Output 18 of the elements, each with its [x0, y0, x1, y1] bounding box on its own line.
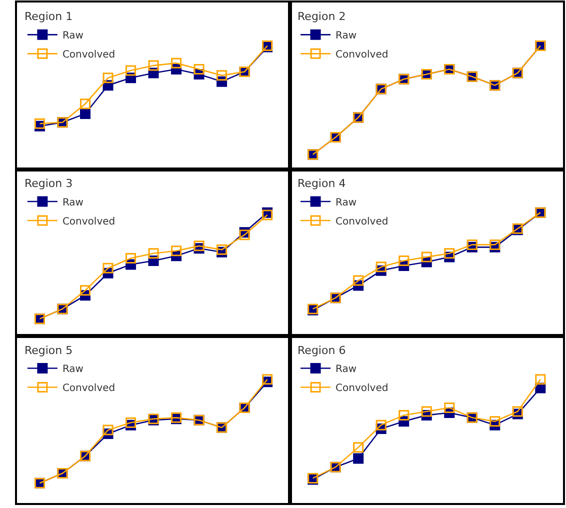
legend-label: Raw: [62, 197, 84, 208]
legend-label: Convolved: [62, 216, 116, 228]
legend-title: Region 3: [24, 176, 73, 190]
legend-label: Convolved: [62, 50, 116, 61]
legend-label: Convolved: [336, 383, 388, 394]
legend-label: Raw: [336, 30, 357, 42]
legend-title: Region 6: [298, 344, 346, 357]
legend-label: Raw: [62, 364, 84, 376]
legend-title: Region 2: [298, 10, 346, 24]
legend-label: Raw: [336, 364, 357, 376]
legend-title: Region 1: [24, 10, 73, 24]
legend-title: Region 4: [298, 176, 346, 190]
legend-label: Convolved: [336, 50, 388, 61]
legend-label: Convolved: [336, 216, 388, 228]
legend-title: Region 5: [24, 344, 73, 357]
legend-label: Raw: [336, 197, 357, 208]
legend-label: Raw: [62, 30, 84, 42]
legend-label: Convolved: [62, 383, 116, 394]
